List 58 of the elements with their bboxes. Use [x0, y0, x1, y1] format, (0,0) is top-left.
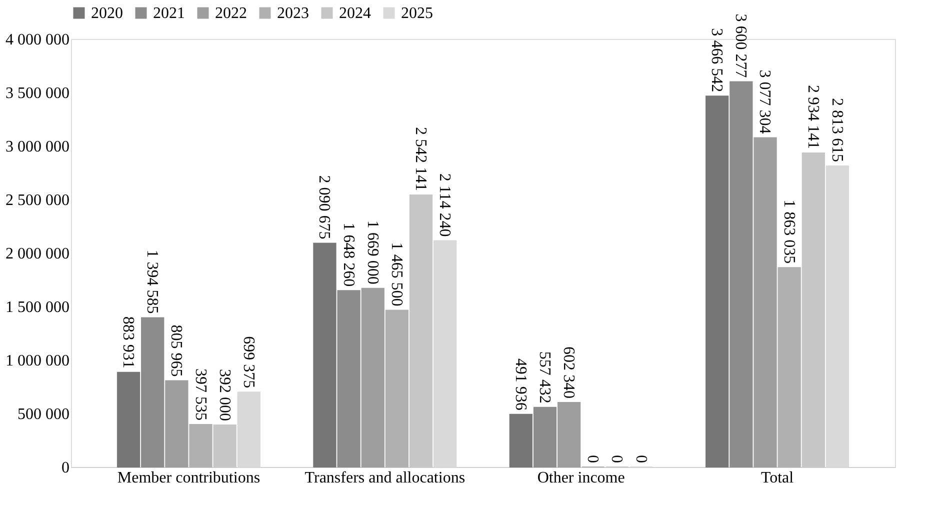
data-label: 1 648 260 [340, 222, 357, 287]
y-tick-label: 500 000 [18, 406, 70, 423]
bar [361, 288, 384, 468]
bar [778, 267, 801, 468]
data-label: 1 863 035 [780, 200, 798, 264]
legend-label: 2023 [277, 5, 309, 22]
legend-label: 2021 [153, 5, 185, 22]
y-tick-label: 3 500 000 [6, 85, 70, 102]
data-label: 557 432 [536, 351, 553, 404]
data-label: 392 000 [216, 369, 233, 422]
x-tick-label: Transfers and allocations [304, 470, 466, 486]
data-label: 2 934 141 [804, 85, 822, 150]
legend-label: 2024 [339, 5, 371, 22]
bar [730, 81, 753, 468]
data-label: 1 394 585 [144, 250, 161, 314]
data-label: 2 542 141 [412, 126, 430, 191]
data-label: 3 466 542 [708, 28, 726, 92]
y-tick-label: 2 500 000 [6, 192, 70, 209]
bar [189, 424, 212, 468]
legend-label: 2022 [215, 5, 247, 22]
bar [533, 406, 557, 468]
legend-label: 2025 [401, 5, 433, 22]
y-tick-label: 0 [62, 460, 70, 476]
bar [706, 96, 729, 468]
bar [385, 310, 409, 468]
y-tick-label: 3 000 000 [6, 138, 70, 156]
data-label: 2 813 615 [828, 98, 846, 162]
data-label: 0 [632, 455, 650, 463]
bar [337, 290, 360, 468]
y-tick-label: 1 500 000 [6, 299, 70, 316]
x-tick-label: Member contributions [117, 470, 260, 486]
data-label: 699 375 [240, 336, 257, 388]
data-label: 2 114 240 [436, 173, 454, 237]
x-tick-label: Other income [537, 470, 625, 486]
data-label: 805 965 [168, 324, 185, 377]
data-label: 1 669 000 [364, 220, 381, 284]
bar [116, 372, 140, 468]
data-label: 0 [584, 455, 602, 463]
y-tick-label: 1 000 000 [6, 352, 70, 370]
bar [313, 242, 336, 468]
bar [754, 137, 777, 468]
data-label: 1 465 500 [388, 242, 405, 306]
legend-label: 2020 [91, 5, 123, 22]
bar [141, 317, 164, 468]
data-label: 0 [608, 455, 626, 463]
y-tick-label: 2 000 000 [6, 246, 70, 262]
data-label: 883 931 [120, 316, 137, 368]
bar [557, 402, 581, 468]
data-label: 491 936 [512, 358, 529, 410]
data-label: 2 090 675 [316, 175, 333, 240]
data-label: 602 340 [560, 346, 578, 399]
data-label: 3 600 277 [732, 14, 750, 78]
y-tick-label: 4 000 000 [6, 32, 70, 48]
bar [509, 414, 532, 468]
bar [165, 380, 188, 468]
data-label: 3 077 304 [756, 70, 774, 134]
x-tick-label: Total [760, 470, 794, 486]
data-label: 397 535 [192, 368, 209, 420]
